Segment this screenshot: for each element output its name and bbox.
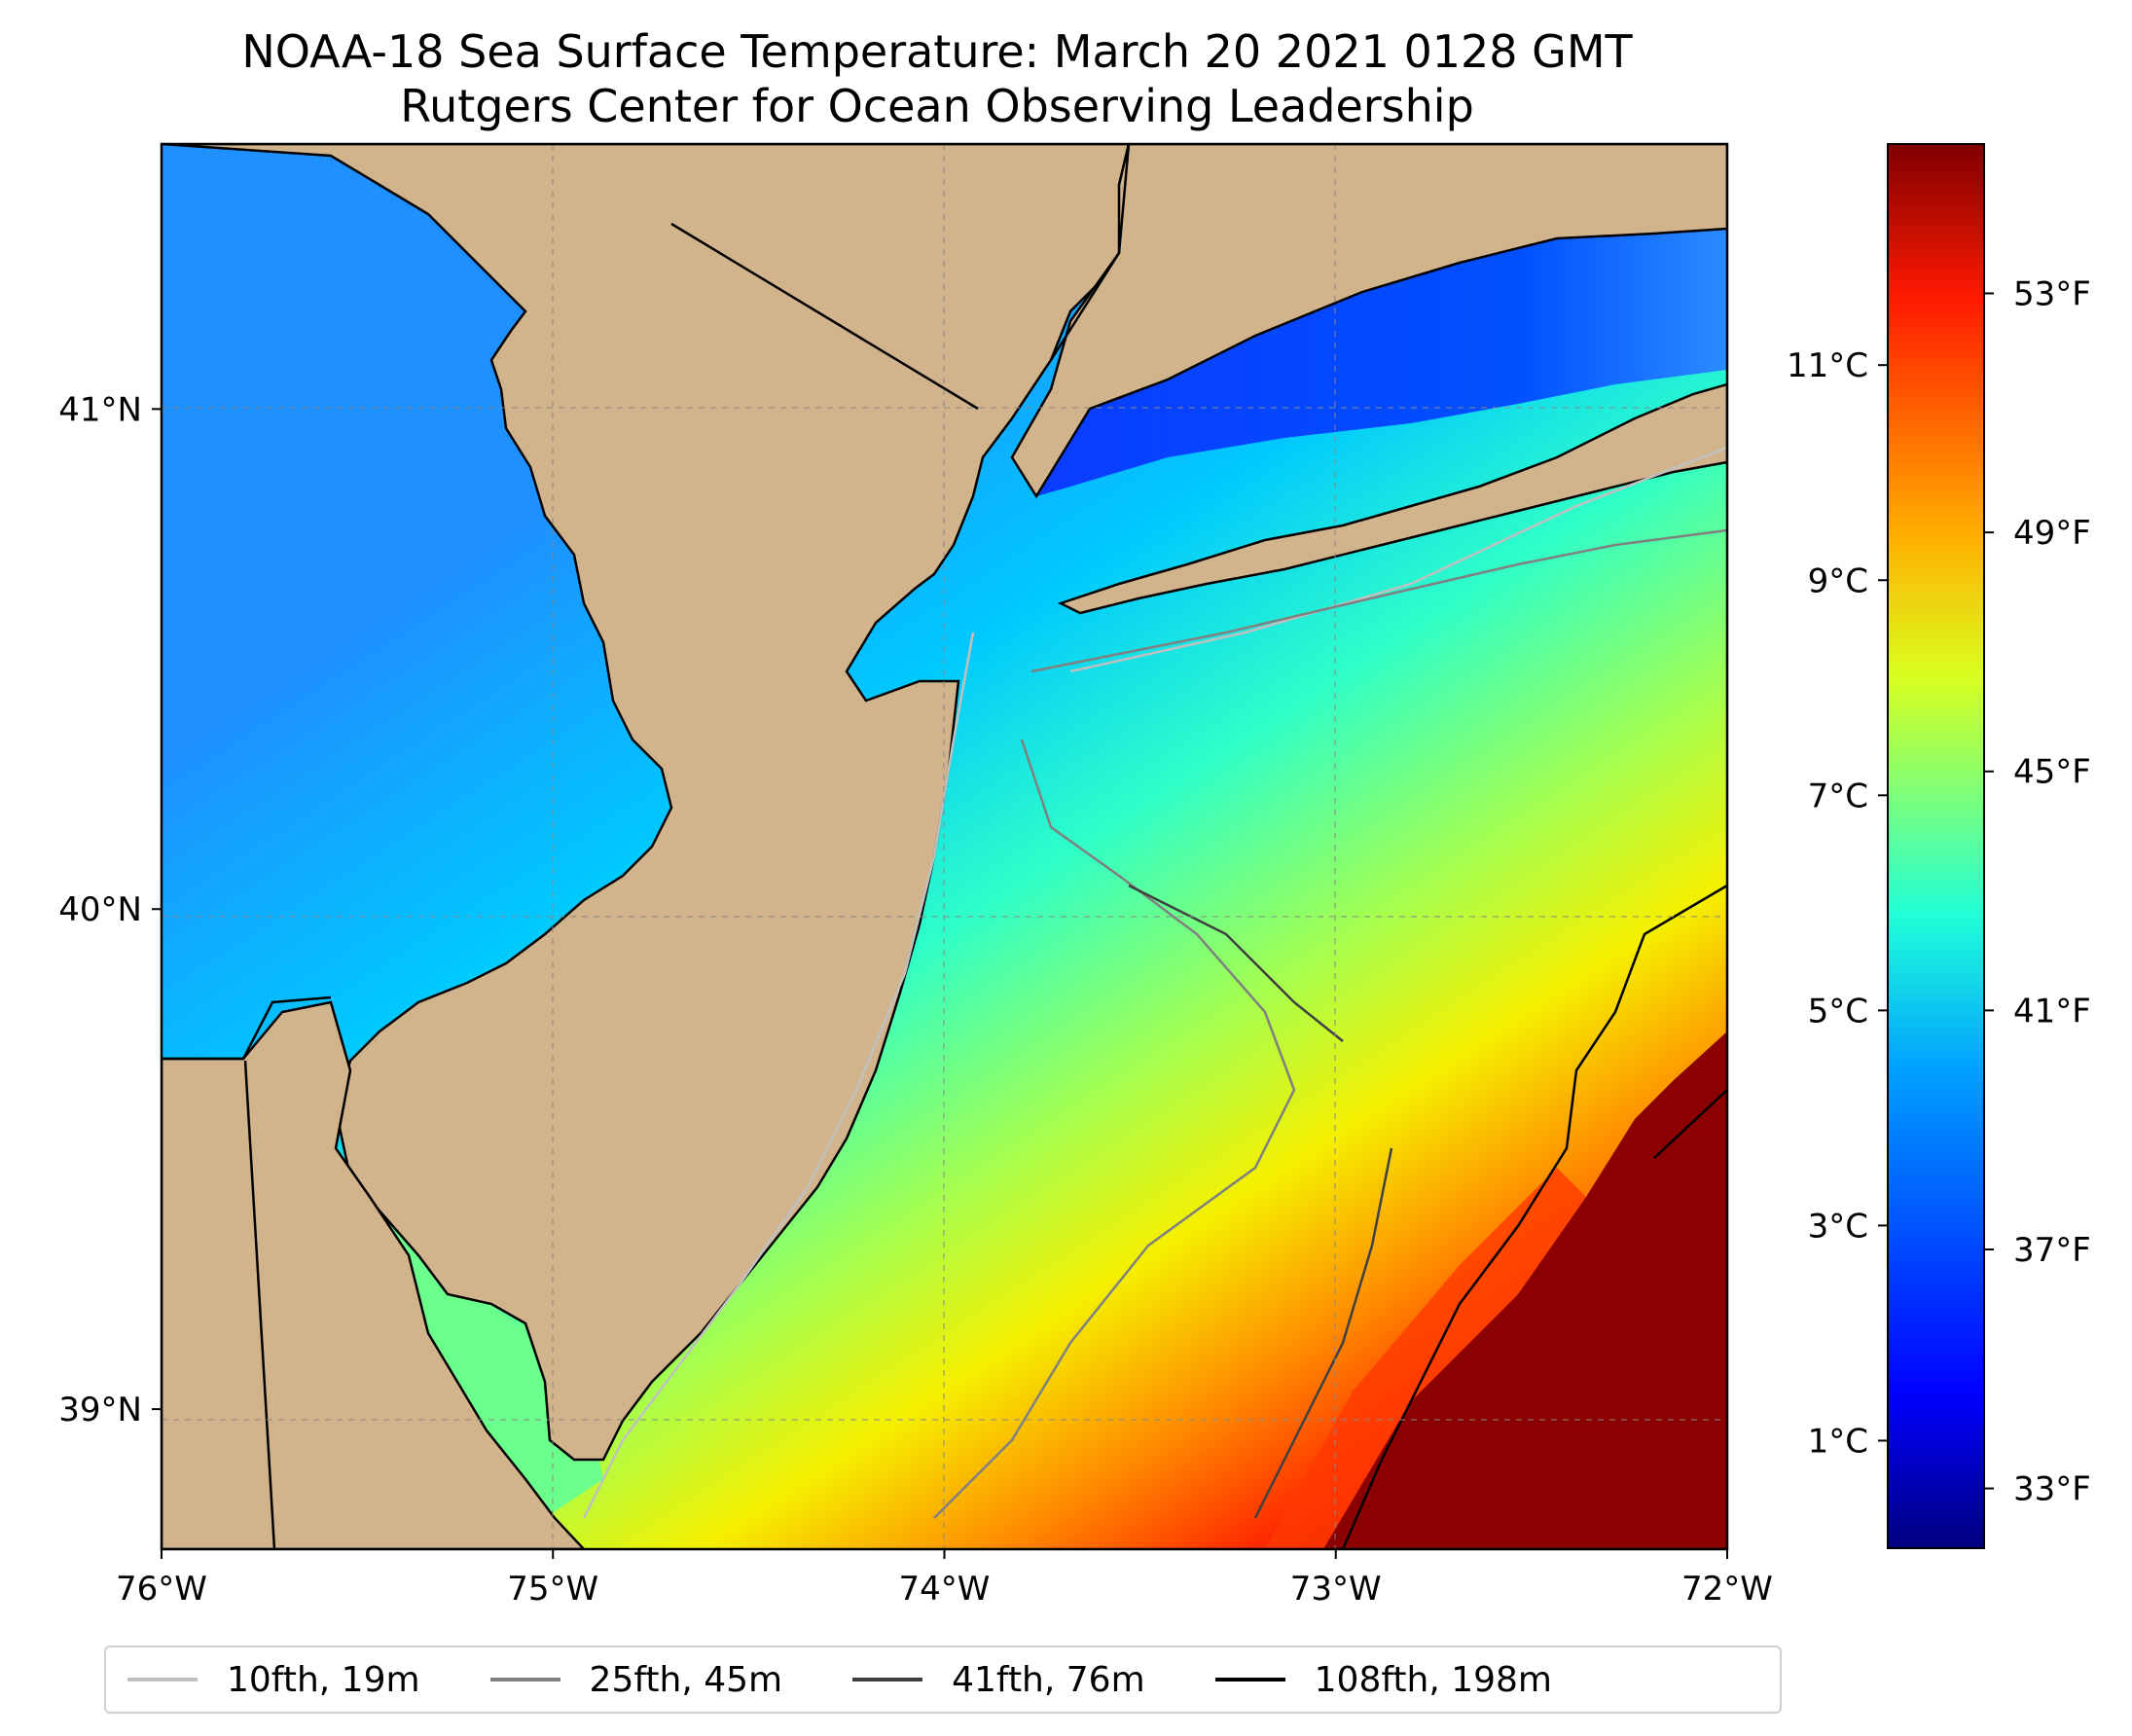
land-mainland xyxy=(162,144,1131,1462)
title-line-2: Rutgers Center for Ocean Observing Leade… xyxy=(400,80,1474,132)
f-tick-label: 53°F xyxy=(2013,275,2091,314)
c-tick-label: 1°C xyxy=(1808,1422,1868,1461)
state-border-ny-nj xyxy=(670,222,979,411)
c-tick-label: 9°C xyxy=(1808,561,1868,600)
land-connecticut xyxy=(1010,144,1727,499)
lon-tick-label: 74°W xyxy=(899,1570,991,1609)
long-island-sound xyxy=(1036,229,1727,496)
lon-tick-label: 75°W xyxy=(507,1570,598,1609)
legend-label: 108fth, 198m xyxy=(1314,1659,1552,1700)
isobath-45m xyxy=(933,528,1727,1519)
colorbar-celsius-axis: 1°C 3°C 5°C 7°C 9°C 11°C xyxy=(1787,346,1888,1461)
legend-item: 108fth, 198m xyxy=(1214,1659,1552,1700)
c-tick-label: 11°C xyxy=(1787,346,1868,385)
state-border-pa xyxy=(162,995,332,1061)
lon-tick-label: 76°W xyxy=(116,1570,207,1609)
f-tick-label: 45°F xyxy=(2013,753,2091,792)
state-border-ny-ct xyxy=(1049,144,1131,361)
f-tick-label: 33°F xyxy=(2013,1470,2091,1509)
legend-swatch xyxy=(127,1678,198,1682)
f-tick-label: 37°F xyxy=(2013,1231,2091,1270)
chart-title: NOAA-18 Sea Surface Temperature: March 2… xyxy=(0,24,1874,133)
title-line-1: NOAA-18 Sea Surface Temperature: March 2… xyxy=(241,25,1633,78)
warm-fringe xyxy=(1265,1168,1586,1549)
lon-tick-label: 72°W xyxy=(1681,1570,1773,1609)
colorbar-gradient xyxy=(1887,143,1985,1549)
colorbar-fahrenheit-axis: 33°F 37°F 41°F 45°F 49°F 53°F xyxy=(1984,275,2091,1509)
legend-swatch xyxy=(489,1678,560,1682)
isobath-76m xyxy=(1128,884,1393,1519)
land-long-island xyxy=(1057,382,1727,615)
c-tick-label: 5°C xyxy=(1808,992,1868,1031)
lat-tick-label: 41°N xyxy=(58,390,142,429)
legend-item: 25fth, 45m xyxy=(489,1659,783,1700)
legend-item: 41fth, 76m xyxy=(852,1660,1145,1700)
gridlines xyxy=(162,144,1727,1549)
legend-item: 10fth, 19m xyxy=(127,1660,420,1700)
f-tick-label: 41°F xyxy=(2013,992,2091,1031)
lat-axis: 41°N 40°N 39°N xyxy=(58,390,162,1429)
lon-tick-label: 73°W xyxy=(1290,1570,1382,1609)
state-border-de-md xyxy=(243,1060,276,1549)
c-tick-label: 7°C xyxy=(1808,777,1868,815)
legend-swatch xyxy=(852,1678,923,1682)
c-tick-label: 3°C xyxy=(1808,1207,1868,1246)
lat-tick-label: 40°N xyxy=(58,890,142,929)
legend-label: 41fth, 76m xyxy=(952,1659,1145,1700)
f-tick-label: 49°F xyxy=(2013,514,2091,553)
legend-label: 25fth, 45m xyxy=(589,1659,783,1700)
legend-swatch xyxy=(1214,1678,1285,1682)
lon-axis: 76°W 75°W 74°W 73°W 72°W xyxy=(116,1549,1773,1609)
isobath-legend: 10fth, 19m 25fth, 45m 41fth, 76m 108fth, 19… xyxy=(104,1646,1782,1714)
lat-tick-label: 39°N xyxy=(58,1391,142,1429)
legend-label: 10fth, 19m xyxy=(227,1659,420,1700)
isobath-198m xyxy=(1341,884,1727,1549)
